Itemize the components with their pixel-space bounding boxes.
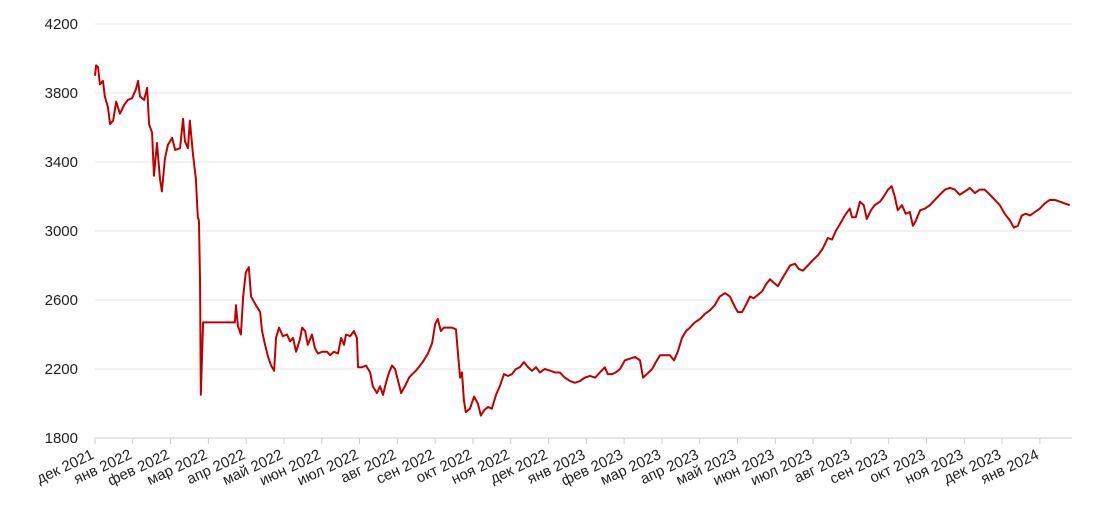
data-line xyxy=(94,64,1071,417)
y-tick-label: 4200 xyxy=(45,16,78,33)
y-tick-label: 2200 xyxy=(45,361,78,378)
y-tick-label: 3800 xyxy=(45,85,78,102)
y-tick-label: 3000 xyxy=(45,223,78,240)
y-tick-label: 2600 xyxy=(45,292,78,309)
y-tick-label: 1800 xyxy=(45,430,78,447)
y-tick-label: 3400 xyxy=(45,154,78,171)
